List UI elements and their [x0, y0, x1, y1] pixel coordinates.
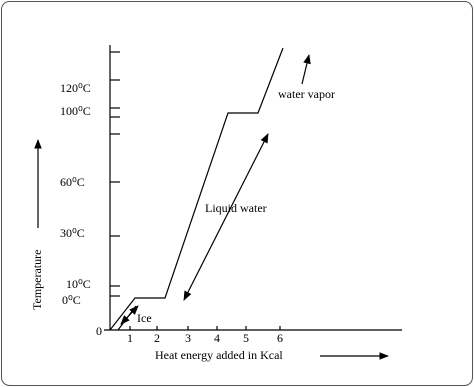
y-label: 30⁰C — [60, 226, 85, 240]
x-label: 6 — [277, 331, 283, 345]
x-label: 1 — [127, 331, 133, 345]
x-label: 3 — [185, 331, 191, 345]
y-title: Temperature — [30, 250, 44, 310]
x-label: 4 — [214, 331, 220, 345]
x-title: Heat energy added in Kcal — [155, 348, 283, 362]
vapor-arrow — [301, 54, 311, 85]
annotation: Ice — [137, 311, 152, 325]
y-label: 120⁰C — [60, 81, 91, 95]
liquid-arrow — [183, 133, 269, 301]
annotation: Liquid water — [205, 201, 267, 215]
y-ticks — [110, 51, 120, 297]
heating-curve — [109, 47, 284, 331]
ice-arrow — [120, 305, 139, 325]
y-label: 60⁰C — [60, 175, 85, 189]
x-label: 5 — [243, 331, 249, 345]
origin-label: 0 — [96, 324, 102, 338]
y-label: 100⁰C — [60, 104, 91, 118]
x-label: 2 — [154, 331, 160, 345]
y-label: 10⁰C — [66, 277, 91, 291]
x-ticks — [129, 326, 281, 330]
y-label: 0⁰C — [62, 293, 81, 307]
annotation: water vapor — [278, 87, 335, 101]
